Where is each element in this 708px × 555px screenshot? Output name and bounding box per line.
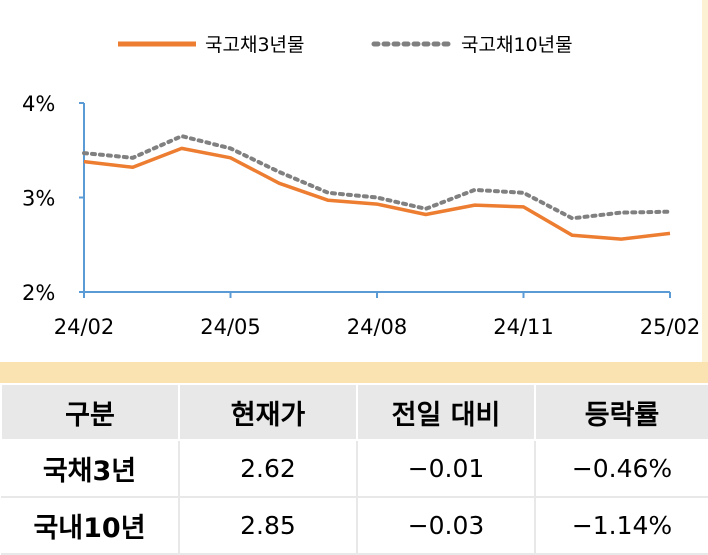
cell-change: −0.01: [357, 440, 536, 498]
yield-line-chart: 국고채3년물 국고채10년물 4% 3% 2% 24/02 24/05 24/08 24/…: [22, 34, 701, 339]
series-line-3y: [83, 146, 671, 241]
row-label: 국내10년: [1, 497, 180, 555]
header-change: 전일 대비: [356, 383, 536, 441]
table-row: 국내10년 2.85 −0.03 −1.14%: [1, 497, 708, 555]
cell-change-rate: −1.14%: [535, 497, 708, 555]
header-category: 구분: [0, 383, 180, 441]
table-row: 국채3년 2.62 −0.01 −0.46%: [1, 440, 708, 498]
x-tick-label: 24/11: [493, 315, 554, 339]
series-line-10y: [82, 133, 672, 221]
row-label: 국채3년: [1, 440, 180, 498]
panel-edge-right: [702, 0, 708, 362]
cell-change: −0.03: [357, 497, 536, 555]
x-tick-label: 24/08: [347, 315, 408, 339]
chart-panel: 국고채3년물 국고채10년물 4% 3% 2% 24/02 24/05 24/08 24/…: [22, 0, 708, 362]
legend-label-3y: 국고채3년물: [205, 34, 305, 56]
y-tick-label: 2%: [22, 281, 55, 305]
table-header-row: 구분 현재가 전일 대비 등락률: [0, 383, 708, 441]
x-tick-label: 24/05: [200, 315, 261, 339]
cell-change-rate: −0.46%: [535, 440, 708, 498]
legend-label-10y: 국고채10년물: [461, 34, 573, 56]
cell-price: 2.62: [179, 440, 358, 498]
header-change-rate: 등락률: [534, 383, 708, 441]
y-tick-label: 4%: [22, 92, 55, 116]
x-tick-label: 24/02: [54, 315, 115, 339]
cell-price: 2.85: [179, 497, 358, 555]
separator-band: [0, 362, 708, 383]
quote-table: 구분 현재가 전일 대비 등락률 국채3년 2.62 −0.01 −0.46% …: [0, 383, 708, 555]
header-price: 현재가: [178, 383, 358, 441]
y-tick-label: 3%: [22, 187, 55, 211]
x-tick-label: 25/02: [640, 315, 701, 339]
